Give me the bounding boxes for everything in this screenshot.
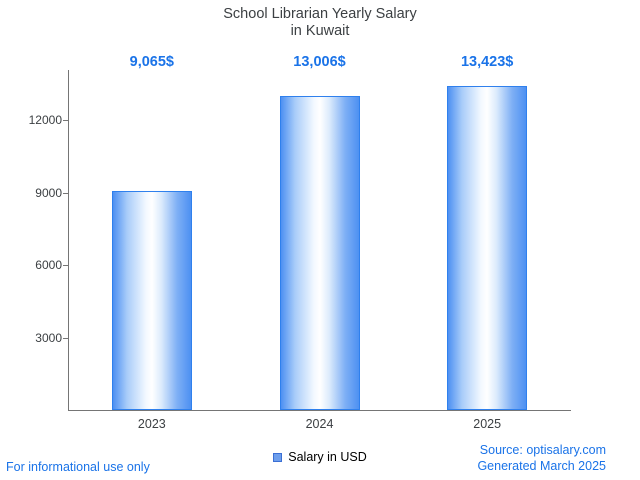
- x-axis-line: [68, 410, 571, 411]
- chart-title: School Librarian Yearly Salary in Kuwait: [0, 6, 640, 40]
- legend-swatch-icon: [273, 452, 283, 462]
- y-axis-line: [68, 70, 69, 411]
- source-link[interactable]: Source: optisalary.com: [479, 443, 606, 457]
- y-tick-label-6000: 6000: [35, 258, 62, 272]
- y-tick-label-9000: 9000: [35, 186, 62, 200]
- bar-2023: [111, 191, 192, 410]
- y-tick-label-12000: 12000: [28, 113, 62, 127]
- source-attribution: Source: optisalary.com Generated March 2…: [477, 442, 606, 474]
- chart-title-line1: School Librarian Yearly Salary: [223, 6, 417, 22]
- chart-legend: Salary in USD: [0, 450, 640, 464]
- informational-note: For informational use only: [6, 460, 150, 474]
- bar-2024: [279, 96, 360, 410]
- x-axis-label-2023: 2023: [137, 417, 166, 431]
- x-axis-label-2024: 2024: [305, 417, 334, 431]
- x-axis-label-2025: 2025: [473, 417, 502, 431]
- bar-2025: [447, 86, 528, 410]
- y-tick-mark-3000: [63, 338, 68, 339]
- value-label-2024: 13,006$: [293, 54, 346, 70]
- value-label-2023: 9,065$: [129, 54, 175, 70]
- value-label-2025: 13,423$: [460, 54, 514, 70]
- y-tick-mark-12000: [63, 120, 68, 121]
- legend-label: Salary in USD: [288, 450, 367, 464]
- y-tick-mark-6000: [63, 265, 68, 266]
- chart-title-line2: in Kuwait: [290, 23, 350, 39]
- y-tick-mark-9000: [63, 193, 68, 194]
- y-tick-label-3000: 3000: [35, 331, 62, 345]
- generated-date: Generated March 2025: [477, 459, 606, 473]
